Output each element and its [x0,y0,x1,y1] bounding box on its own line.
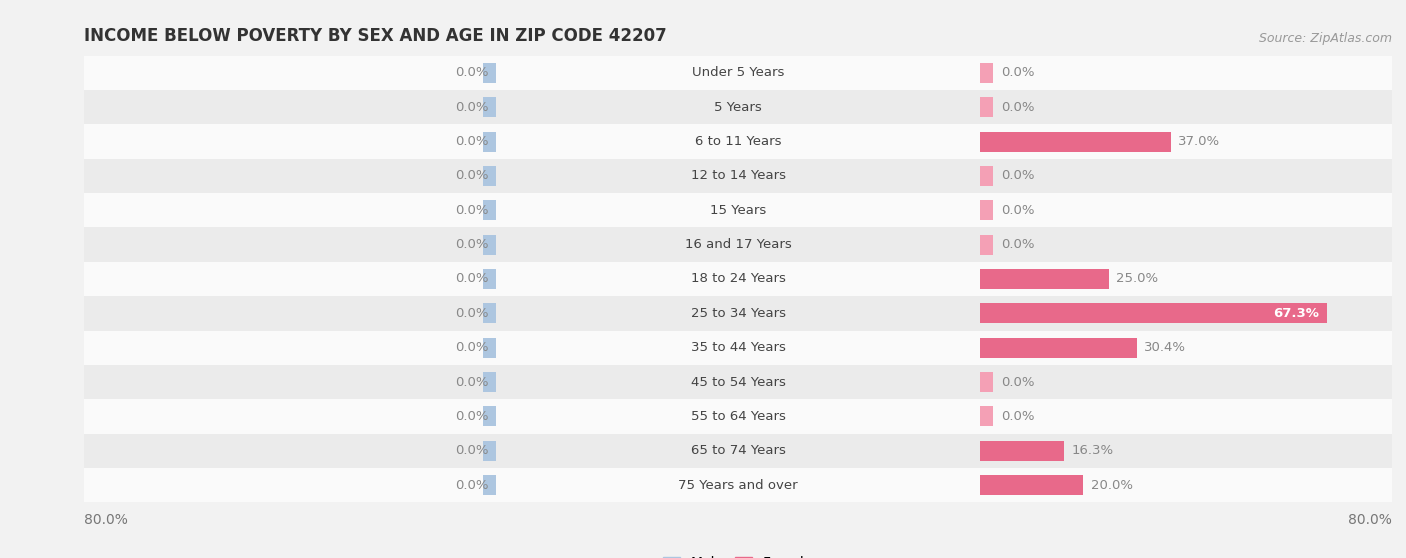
Text: 30.4%: 30.4% [1144,341,1187,354]
Text: 80.0%: 80.0% [84,512,128,527]
Bar [84,468,1392,502]
Bar [484,200,496,220]
Bar [980,304,1326,323]
Bar [484,304,496,323]
Bar [484,132,496,152]
Text: 0.0%: 0.0% [456,307,488,320]
Bar [484,372,496,392]
Bar [980,63,993,83]
Text: 75 Years and over: 75 Years and over [678,479,799,492]
Text: 16.3%: 16.3% [1071,444,1114,457]
Text: 0.0%: 0.0% [1001,410,1035,423]
Text: 25 to 34 Years: 25 to 34 Years [690,307,786,320]
Text: 0.0%: 0.0% [1001,204,1035,217]
Text: 0.0%: 0.0% [456,135,488,148]
Bar [84,193,1392,228]
Bar [84,56,1392,90]
Text: 12 to 14 Years: 12 to 14 Years [690,170,786,182]
Text: 0.0%: 0.0% [456,238,488,251]
Legend: Male, Female: Male, Female [658,551,818,558]
Bar [484,235,496,254]
Bar [980,475,1083,495]
Text: 0.0%: 0.0% [1001,101,1035,114]
Bar [980,338,1136,358]
Text: INCOME BELOW POVERTY BY SEX AND AGE IN ZIP CODE 42207: INCOME BELOW POVERTY BY SEX AND AGE IN Z… [84,27,666,45]
Text: 6 to 11 Years: 6 to 11 Years [695,135,782,148]
Text: 0.0%: 0.0% [456,479,488,492]
Text: 20.0%: 20.0% [1091,479,1133,492]
Bar [484,166,496,186]
Text: 15 Years: 15 Years [710,204,766,217]
Text: 0.0%: 0.0% [456,272,488,286]
Bar [484,406,496,426]
Bar [484,63,496,83]
Bar [980,166,993,186]
Bar [980,269,1109,289]
Bar [484,338,496,358]
Bar [980,372,993,392]
Bar [484,475,496,495]
Bar [84,399,1392,434]
Text: Source: ZipAtlas.com: Source: ZipAtlas.com [1258,32,1392,45]
Text: 0.0%: 0.0% [456,444,488,457]
Bar [980,132,1171,152]
Text: 0.0%: 0.0% [456,101,488,114]
Bar [980,235,993,254]
Text: Under 5 Years: Under 5 Years [692,66,785,79]
Text: 37.0%: 37.0% [1178,135,1220,148]
Bar [980,200,993,220]
Text: 5 Years: 5 Years [714,101,762,114]
Bar [84,228,1392,262]
Bar [84,262,1392,296]
Bar [84,434,1392,468]
Bar [484,97,496,117]
Bar [980,441,1064,461]
Text: 0.0%: 0.0% [456,341,488,354]
Bar [84,296,1392,330]
Text: 16 and 17 Years: 16 and 17 Years [685,238,792,251]
Text: 67.3%: 67.3% [1272,307,1319,320]
Text: 0.0%: 0.0% [456,204,488,217]
Bar [84,90,1392,124]
Text: 0.0%: 0.0% [456,66,488,79]
Text: 35 to 44 Years: 35 to 44 Years [690,341,786,354]
Text: 45 to 54 Years: 45 to 54 Years [690,376,786,388]
Text: 0.0%: 0.0% [1001,66,1035,79]
Text: 0.0%: 0.0% [456,170,488,182]
Text: 0.0%: 0.0% [1001,376,1035,388]
Bar [84,124,1392,159]
Bar [84,159,1392,193]
Text: 0.0%: 0.0% [456,410,488,423]
Text: 0.0%: 0.0% [1001,170,1035,182]
Text: 80.0%: 80.0% [1348,512,1392,527]
Text: 0.0%: 0.0% [1001,238,1035,251]
Bar [84,365,1392,399]
Text: 18 to 24 Years: 18 to 24 Years [690,272,786,286]
Bar [84,330,1392,365]
Bar [484,441,496,461]
Text: 25.0%: 25.0% [1116,272,1159,286]
Text: 55 to 64 Years: 55 to 64 Years [690,410,786,423]
Bar [484,269,496,289]
Text: 65 to 74 Years: 65 to 74 Years [690,444,786,457]
Bar [980,406,993,426]
Text: 0.0%: 0.0% [456,376,488,388]
Bar [980,97,993,117]
